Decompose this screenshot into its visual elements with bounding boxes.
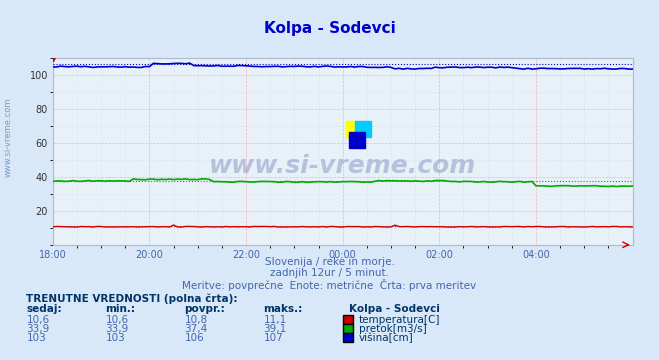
Text: www.si-vreme.com: www.si-vreme.com xyxy=(209,154,476,178)
Text: www.si-vreme.com: www.si-vreme.com xyxy=(3,97,13,176)
Text: sedaj:: sedaj: xyxy=(26,304,62,314)
Text: Meritve: povprečne  Enote: metrične  Črta: prva meritev: Meritve: povprečne Enote: metrične Črta:… xyxy=(183,279,476,291)
Text: 107: 107 xyxy=(264,333,283,343)
Text: 11,1: 11,1 xyxy=(264,315,287,325)
Text: Kolpa - Sodevci: Kolpa - Sodevci xyxy=(264,21,395,36)
Text: 103: 103 xyxy=(26,333,46,343)
Text: zadnjih 12ur / 5 minut.: zadnjih 12ur / 5 minut. xyxy=(270,268,389,278)
Text: 106: 106 xyxy=(185,333,204,343)
Text: 103: 103 xyxy=(105,333,125,343)
Text: maks.:: maks.: xyxy=(264,304,303,314)
Text: temperatura[C]: temperatura[C] xyxy=(359,315,441,325)
Text: min.:: min.: xyxy=(105,304,136,314)
Text: povpr.:: povpr.: xyxy=(185,304,225,314)
Text: 39,1: 39,1 xyxy=(264,324,287,334)
Text: 33,9: 33,9 xyxy=(26,324,49,334)
Text: TRENUTNE VREDNOSTI (polna črta):: TRENUTNE VREDNOSTI (polna črta): xyxy=(26,293,238,304)
Text: 33,9: 33,9 xyxy=(105,324,129,334)
Text: 10,6: 10,6 xyxy=(105,315,129,325)
Text: 10,8: 10,8 xyxy=(185,315,208,325)
Text: 37,4: 37,4 xyxy=(185,324,208,334)
Text: 10,6: 10,6 xyxy=(26,315,49,325)
Text: Slovenija / reke in morje.: Slovenija / reke in morje. xyxy=(264,257,395,267)
Text: Kolpa - Sodevci: Kolpa - Sodevci xyxy=(349,304,440,314)
Text: pretok[m3/s]: pretok[m3/s] xyxy=(359,324,427,334)
Text: višina[cm]: višina[cm] xyxy=(359,333,414,343)
